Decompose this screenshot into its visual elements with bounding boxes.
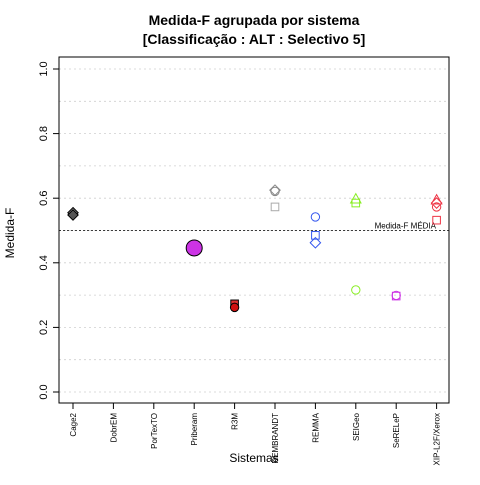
data-point xyxy=(432,215,441,225)
x-tick-label: PorTexTO xyxy=(150,413,159,449)
x-tick-label: DobrEM xyxy=(109,413,118,443)
data-point xyxy=(185,239,203,257)
reference-line-label: Medida-F MÉDIA xyxy=(375,222,437,231)
y-tick-label: 0.4 xyxy=(38,255,50,270)
y-tick-label: 0.6 xyxy=(38,191,50,206)
data-point xyxy=(431,202,442,212)
data-point xyxy=(310,212,321,222)
data-point xyxy=(67,209,79,221)
chart-subtitle: [Classificação : ALT : Selectivo 5] xyxy=(143,31,366,47)
data-point xyxy=(351,198,361,208)
y-tick-label: 0.8 xyxy=(38,126,50,141)
x-axis-label: Sistemas xyxy=(229,451,278,465)
y-tick-label: 1.0 xyxy=(38,61,50,76)
data-point xyxy=(430,197,443,209)
x-tick-label: SeRELeP xyxy=(392,413,401,448)
data-point xyxy=(311,231,320,240)
x-tick-label: REMMA xyxy=(311,412,320,442)
x-tick-label: XIP-L2F/Xerox xyxy=(433,413,442,465)
data-point xyxy=(349,192,362,204)
data-point xyxy=(229,302,240,313)
data-point xyxy=(391,290,401,301)
plot-frame xyxy=(58,56,450,404)
data-point xyxy=(351,285,361,295)
grid-layer xyxy=(59,68,449,393)
x-tick-label: R3M xyxy=(231,413,240,430)
x-tick-label: SEIGeo xyxy=(352,412,361,441)
y-tick-label: 0.0 xyxy=(38,384,50,399)
data-point xyxy=(270,186,280,197)
y-axis-label: Medida-F xyxy=(3,208,17,259)
axis-layer: 0.0 0.2 0.4 0.6 0.8 1.0 Cage2 DobrEM PorTexTO Pri… xyxy=(38,61,442,465)
points-layer xyxy=(67,184,443,313)
data-point xyxy=(270,202,280,212)
chart-title: Medida-F agrupada por sistema xyxy=(149,12,360,28)
reference-line-layer: Medida-F MÉDIA xyxy=(59,222,449,231)
x-tick-label: Priberam xyxy=(190,413,199,446)
x-tick-label: Cage2 xyxy=(69,412,78,436)
data-point xyxy=(430,193,443,205)
y-tick-label: 0.2 xyxy=(38,320,50,335)
x-tick-label: REMBRANDT xyxy=(271,413,280,464)
data-point xyxy=(309,236,322,249)
